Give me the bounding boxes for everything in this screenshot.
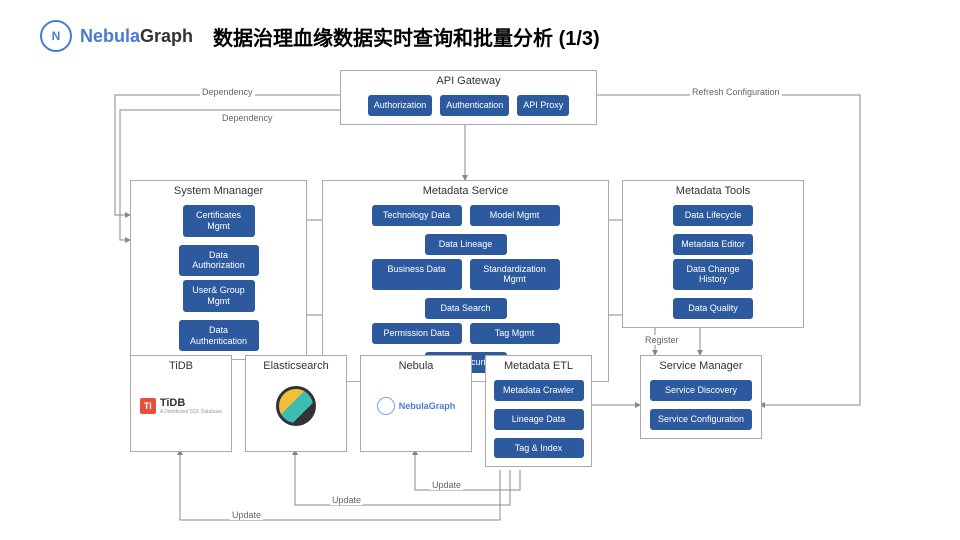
page-title: 数据治理血缘数据实时查询和批量分析 (1/3): [213, 22, 600, 51]
architecture-diagram: Dependency Dependency Refresh Configurat…: [100, 65, 880, 535]
chip-data-search: Data Search: [425, 298, 507, 319]
box-api-gateway: API Gateway Authorization Authentication…: [340, 70, 597, 125]
box-service-manager: Service Manager Service Discovery Servic…: [640, 355, 762, 439]
box-system-manager: System Mnanager Certificates Mgmt Data A…: [130, 180, 307, 360]
chip-authentication: Authentication: [440, 95, 509, 116]
chip-certificates-mgmt: Certificates Mgmt: [183, 205, 255, 237]
chip-lineage-data: Lineage Data: [494, 409, 584, 430]
logo: NebulaGraph: [40, 20, 193, 52]
logo-icon: [40, 20, 72, 52]
chip-user-group-mgmt: User& Group Mgmt: [183, 280, 255, 312]
chip-tag-index: Tag & Index: [494, 438, 584, 459]
edge-label-dependency-2: Dependency: [220, 113, 275, 123]
chip-data-authorization: Data Authorization: [179, 245, 259, 277]
chip-metadata-crawler: Metadata Crawler: [494, 380, 584, 401]
box-title: System Mnanager: [131, 181, 306, 203]
chip-standardization-mgmt: Standardization Mgmt: [470, 259, 560, 291]
box-title: Metadata Tools: [623, 181, 803, 203]
edge-label-register: Register: [643, 335, 681, 345]
box-tidb: TiDB Ti TiDB A Distributed SQL Database: [130, 355, 232, 452]
chip-data-lineage: Data Lineage: [425, 234, 507, 255]
nebula-logo: NebulaGraph: [377, 397, 456, 415]
edge-label-update-3: Update: [230, 510, 263, 520]
chip-api-proxy: API Proxy: [517, 95, 569, 116]
box-elasticsearch: Elasticsearch: [245, 355, 347, 452]
chip-data-quality: Data Quality: [673, 298, 753, 319]
tidb-logo: Ti TiDB A Distributed SQL Database: [140, 397, 222, 415]
box-title: API Gateway: [341, 71, 596, 93]
box-title: Nebula: [361, 356, 471, 378]
box-metadata-etl: Metadata ETL Metadata Crawler Lineage Da…: [485, 355, 592, 467]
chip-service-discovery: Service Discovery: [650, 380, 752, 401]
box-metadata-tools: Metadata Tools Data Lifecycle Metadata E…: [622, 180, 804, 328]
box-title: TiDB: [131, 356, 231, 378]
chip-technology-data: Technology Data: [372, 205, 462, 226]
box-metadata-service: Metadata Service Technology Data Model M…: [322, 180, 609, 382]
box-title: Metadata Service: [323, 181, 608, 203]
chip-model-mgmt: Model Mgmt: [470, 205, 560, 226]
chip-authorization: Authorization: [368, 95, 433, 116]
box-title: Metadata ETL: [486, 356, 591, 378]
box-title: Service Manager: [641, 356, 761, 378]
box-nebula: Nebula NebulaGraph: [360, 355, 472, 452]
chip-data-change-history: Data Change History: [673, 259, 753, 291]
box-title: Elasticsearch: [246, 356, 346, 378]
chip-tag-mgmt: Tag Mgmt: [470, 323, 560, 344]
chip-service-configuration: Service Configuration: [650, 409, 752, 430]
logo-text-1: Nebula: [80, 26, 140, 46]
chip-business-data: Business Data: [372, 259, 462, 291]
chip-permission-data: Permission Data: [372, 323, 462, 344]
edge-label-dependency-1: Dependency: [200, 87, 255, 97]
logo-text-2: Graph: [140, 26, 193, 46]
chip-data-lifecycle: Data Lifecycle: [673, 205, 753, 226]
chip-data-authentication: Data Authentication: [179, 320, 259, 352]
edge-label-update-1: Update: [430, 480, 463, 490]
edge-label-update-2: Update: [330, 495, 363, 505]
edge-label-refresh: Refresh Configuration: [690, 87, 782, 97]
chip-metadata-editor: Metadata Editor: [673, 234, 753, 255]
elasticsearch-logo-icon: [276, 386, 316, 426]
